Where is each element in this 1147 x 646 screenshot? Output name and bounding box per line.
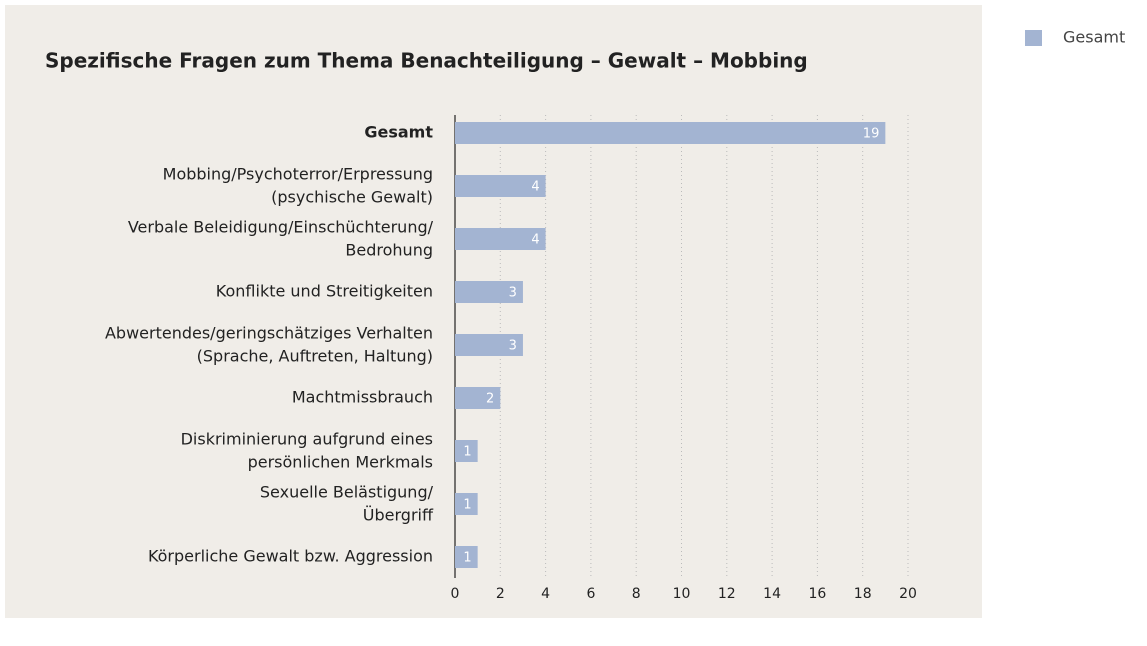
bar: [455, 493, 478, 515]
x-tick-label: 2: [496, 586, 505, 602]
legend-label: Gesamt: [1063, 28, 1125, 47]
x-tick-label: 8: [632, 586, 641, 602]
value-label: 1: [463, 551, 471, 566]
x-tick-label: 16: [808, 586, 826, 602]
value-label: 2: [486, 392, 494, 407]
value-label: 3: [509, 286, 517, 301]
bar: [455, 546, 478, 568]
bar: [455, 387, 501, 409]
bar: [455, 122, 886, 144]
y-tick-label: Abwertendes/geringschätziges Verhalten (S…: [105, 323, 433, 365]
x-tick-label: 0: [451, 586, 460, 602]
plot-panel: [5, 5, 982, 618]
bar: [455, 440, 478, 462]
value-label: 4: [531, 233, 539, 248]
chart-title: Spezifische Fragen zum Thema Benachteili…: [45, 49, 808, 73]
value-label: 3: [509, 339, 517, 354]
y-tick-label: Konflikte und Streitigkeiten: [216, 282, 433, 301]
x-tick-label: 12: [718, 586, 736, 602]
bar: [455, 228, 546, 250]
value-label: 19: [863, 127, 880, 142]
y-tick-label: Machtmissbrauch: [292, 388, 433, 407]
bar: [455, 175, 546, 197]
x-tick-label: 14: [763, 586, 781, 602]
x-tick-label: 18: [854, 586, 872, 602]
y-tick-label: Gesamt: [364, 123, 433, 142]
bar: [455, 334, 523, 356]
x-tick-label: 4: [541, 586, 550, 602]
x-tick-label: 6: [586, 586, 595, 602]
y-tick-label: Diskriminierung aufgrund eines persönlich…: [181, 429, 433, 471]
x-tick-label: 10: [673, 586, 691, 602]
y-tick-label: Verbale Beleidigung/Einschüchterung/Bedr…: [128, 217, 434, 259]
value-label: 1: [463, 498, 471, 513]
y-tick-label: Mobbing/Psychoterror/Erpressung (psychisc…: [163, 164, 433, 206]
bar: [455, 281, 523, 303]
x-tick-label: 20: [899, 586, 917, 602]
value-label: 1: [463, 445, 471, 460]
y-tick-label: Sexuelle Belästigung/Übergriff: [260, 482, 434, 524]
legend-swatch: [1025, 30, 1042, 46]
value-label: 4: [531, 180, 539, 195]
y-tick-label: Körperliche Gewalt bzw. Aggression: [148, 547, 433, 566]
